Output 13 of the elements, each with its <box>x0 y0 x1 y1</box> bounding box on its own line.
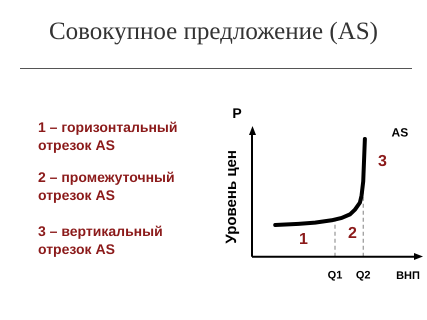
annotation: 1 <box>299 231 308 248</box>
x-axis-title: ВНП <box>396 270 420 282</box>
x-tick-label: Q2 <box>356 269 371 282</box>
annotation: 3 <box>378 153 387 170</box>
text: AS <box>392 125 408 140</box>
x-tick-label: Q1 <box>328 269 342 282</box>
text: 1 – горизонтальный отрезок AS <box>38 118 178 154</box>
text: 2 – промежуточный отрезок AS <box>38 168 176 204</box>
text: 3 – вертикальный отрезок AS <box>38 222 164 258</box>
annotation: 2 <box>348 225 357 242</box>
y-axis-title: Уровень цен <box>223 150 240 244</box>
chart-title: Совокупное предложение (AS) <box>48 18 379 46</box>
text: P <box>232 104 242 121</box>
